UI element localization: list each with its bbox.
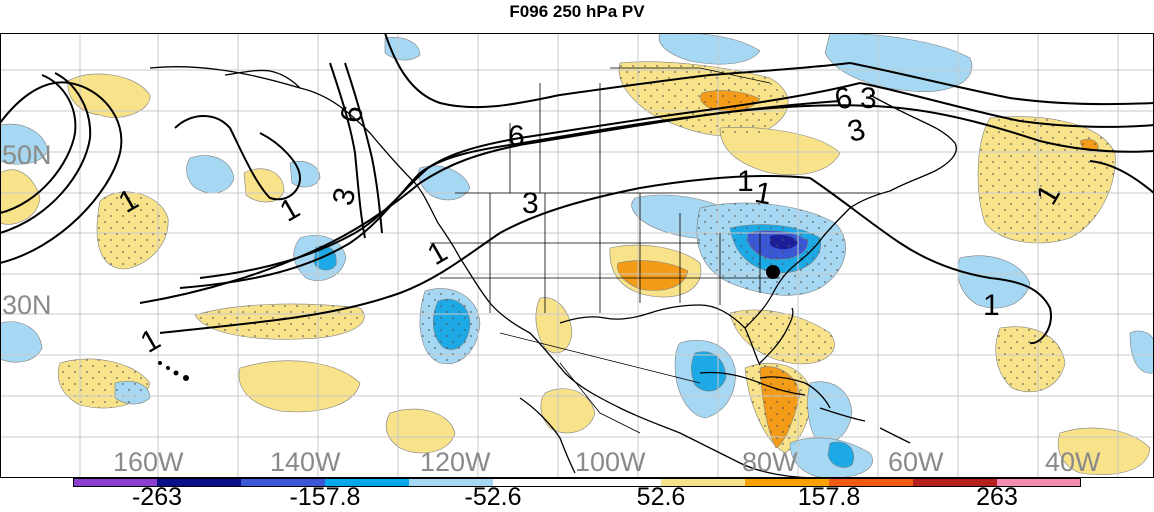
map-title: F096 250 hPa PV <box>509 2 645 21</box>
colorbar-cell <box>913 478 998 487</box>
contour-label: 3 <box>522 187 539 220</box>
colorbar-label: -263 <box>131 483 183 511</box>
neg-anomaly-pacific-nw <box>186 155 235 194</box>
contour-label: 6 <box>831 81 856 117</box>
lon-label-100w: 100W <box>575 447 646 477</box>
contour-1-west <box>0 81 123 264</box>
contour-label: 1 <box>135 323 166 360</box>
lon-label-40w: 40W <box>1045 447 1101 477</box>
colorbar-cell <box>493 478 578 487</box>
colorbar-label: 263 <box>976 483 1018 511</box>
lat-label-30n: 30N <box>2 290 52 320</box>
colorbar-label: -52.6 <box>464 483 522 511</box>
anomaly-shading <box>0 33 1154 478</box>
colorbar-label: -157.8 <box>289 483 361 511</box>
neg-anomaly-far-se <box>1129 330 1154 374</box>
colorbar-cell <box>409 478 494 487</box>
contour-label: 6 <box>335 103 370 125</box>
lon-label-60w: 60W <box>888 447 944 477</box>
lon-label-120w: 120W <box>420 447 491 477</box>
contour-label: 1 <box>274 192 305 229</box>
neg-anomaly-w-pacific-s <box>0 321 43 363</box>
mid-blue-central-am <box>690 351 727 392</box>
contour-label: 3 <box>844 113 869 149</box>
location-marker <box>766 265 780 279</box>
pos-anomaly-east-pacific-s <box>238 360 361 413</box>
neg-anomaly-aleutians <box>0 123 49 165</box>
contour-label: 3 <box>860 82 877 115</box>
contour-6-b <box>344 62 383 234</box>
neg-anomaly-n-pacific <box>289 161 321 188</box>
contour-6-east <box>849 62 1154 106</box>
contour-label: 1 <box>983 289 1000 322</box>
contour-6-a <box>329 62 366 239</box>
colorbar-cell <box>745 478 830 487</box>
neg-anomaly-bc-coast <box>418 165 471 201</box>
pos-anomaly-far-sw <box>385 408 456 454</box>
contour-label: 6 <box>508 120 525 153</box>
colorbar-cell <box>577 478 662 487</box>
contour-1-se <box>809 177 1052 345</box>
lat-label-50n: 50N <box>2 140 52 170</box>
mid-blue-panama <box>827 441 854 468</box>
pos-anomaly-gulf-ca <box>540 388 596 434</box>
contour-1-pacific <box>139 104 1154 304</box>
neg-anomaly-caribbean-e <box>807 381 853 445</box>
lon-label-160w: 160W <box>113 447 184 477</box>
contour-label: 1 <box>422 235 453 272</box>
colorbar-cell <box>661 478 746 487</box>
contour-label: 3 <box>326 184 362 209</box>
pv-contours <box>0 33 1154 345</box>
pv-map: 6 6 6 3 3 3 3 1 1 1 1 1 1 1 1 50N 30N 16… <box>0 33 1154 478</box>
colorbar-cell <box>241 478 326 487</box>
political-borders <box>430 67 880 434</box>
contour-label: 1 <box>737 165 754 198</box>
colorbar-cell <box>73 478 158 487</box>
hawaii-islands <box>158 361 189 381</box>
contour-1-loop-pacific <box>174 115 302 201</box>
contour-3-b <box>179 100 841 289</box>
colorbar <box>73 478 1081 487</box>
colorbar-cell <box>157 478 242 487</box>
colorbar-cell <box>997 478 1081 487</box>
contour-3-a <box>0 74 77 214</box>
contour-6-c <box>384 33 851 109</box>
lon-label-80w: 80W <box>742 447 798 477</box>
lon-label-140w: 140W <box>270 447 341 477</box>
pos-anomaly-east-canada-2 <box>719 127 841 176</box>
neg-anomaly-mid-atlantic <box>957 255 1031 309</box>
contour-3-east <box>859 82 1154 128</box>
contour-label: 1 <box>752 176 774 211</box>
contour-3-west <box>0 72 92 234</box>
contour-1-far-east <box>1089 160 1154 194</box>
colorbar-label: 52.6 <box>636 483 686 511</box>
colorbar-label: 157.8 <box>797 483 861 511</box>
pos-anomaly-se-atlantic <box>1057 427 1151 476</box>
colorbar-cell <box>325 478 410 487</box>
coastlines <box>149 66 957 478</box>
colorbar-cell <box>829 478 914 487</box>
contour-1-inner <box>159 175 811 334</box>
contour-3-c <box>199 82 861 279</box>
neg-anomaly-labrador <box>824 33 973 92</box>
neg-anomaly-canada-top <box>658 33 761 65</box>
